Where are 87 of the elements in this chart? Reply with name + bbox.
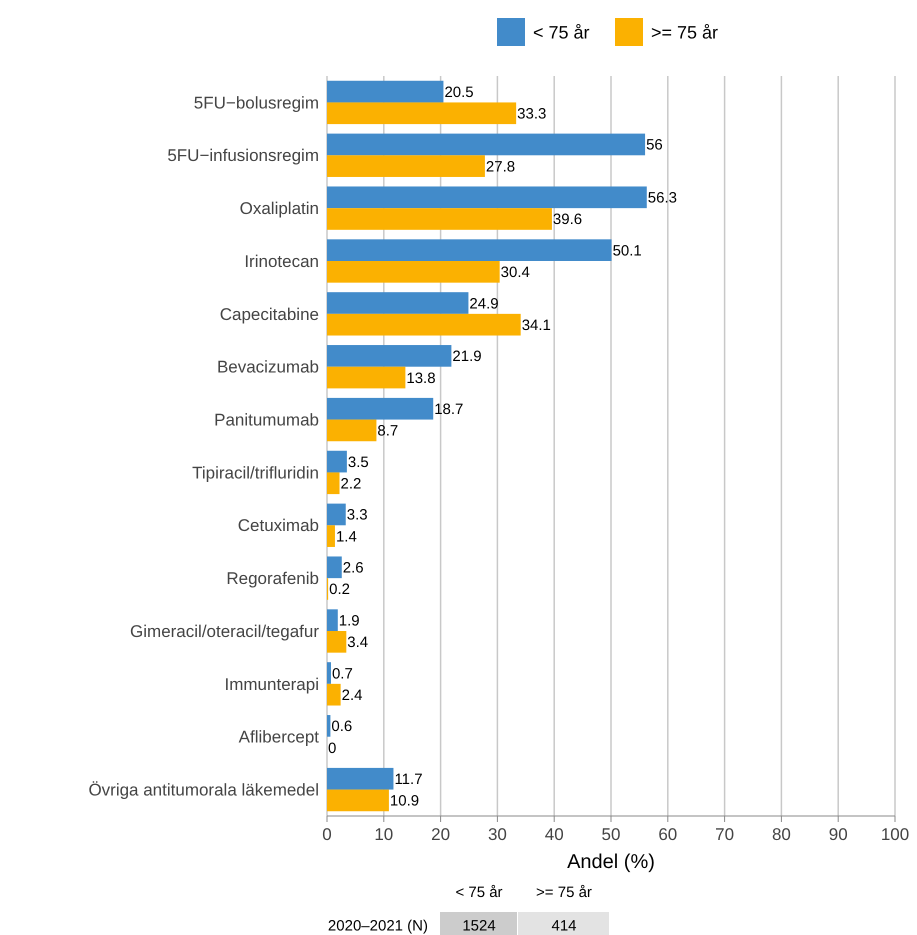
bar bbox=[327, 292, 468, 314]
bar bbox=[327, 504, 346, 526]
bar bbox=[327, 631, 346, 653]
text: < 75 år bbox=[455, 884, 503, 901]
bar bbox=[327, 134, 646, 156]
bar bbox=[327, 768, 394, 790]
text: >= 75 år bbox=[536, 884, 592, 901]
bar bbox=[327, 345, 452, 367]
bar bbox=[327, 80, 444, 102]
bar bbox=[327, 450, 347, 472]
y-tick-label: Irinotecan bbox=[244, 252, 319, 271]
data-label: 27.8 bbox=[486, 158, 516, 176]
x-axis-title: Andel (%) bbox=[567, 851, 655, 873]
bar bbox=[327, 314, 521, 336]
data-label: 3.5 bbox=[348, 454, 369, 471]
data-label: 0.2 bbox=[329, 581, 350, 598]
data-label: 0 bbox=[328, 740, 336, 757]
bar bbox=[327, 609, 338, 631]
y-tick-label: Oxaliplatin bbox=[240, 199, 319, 218]
bar bbox=[327, 472, 340, 494]
x-tick-label: 50 bbox=[602, 825, 620, 844]
bar bbox=[327, 790, 389, 812]
data-label: 34.1 bbox=[522, 316, 551, 334]
x-tick-label: 10 bbox=[374, 825, 394, 844]
data-label: 1.4 bbox=[336, 528, 357, 546]
y-tick-label: Cetuximab bbox=[238, 516, 319, 536]
legend-label: < 75 år bbox=[533, 22, 590, 42]
x-tick-label: 30 bbox=[488, 825, 507, 844]
data-label: 50.1 bbox=[612, 242, 642, 260]
text: 2020–2021 (N) bbox=[328, 917, 428, 934]
data-label: 39.6 bbox=[552, 211, 582, 228]
y-tick-label: Aflibercept bbox=[238, 728, 320, 747]
data-label: 0.7 bbox=[332, 665, 353, 682]
x-tick-label: 70 bbox=[715, 825, 734, 844]
bar bbox=[327, 155, 485, 177]
data-label: 56.3 bbox=[648, 190, 677, 207]
data-label: 3.3 bbox=[346, 506, 368, 524]
bar bbox=[327, 684, 341, 706]
data-label: 13.8 bbox=[406, 370, 436, 387]
data-label: 11.7 bbox=[394, 770, 423, 788]
data-label: 24.9 bbox=[469, 295, 499, 312]
data-label: 1.9 bbox=[338, 612, 360, 630]
bar bbox=[327, 525, 335, 547]
data-label: 10.9 bbox=[390, 792, 420, 810]
data-label: 2.6 bbox=[342, 560, 364, 577]
bar bbox=[327, 366, 406, 388]
data-label: 2.2 bbox=[340, 476, 362, 493]
data-label: 8.7 bbox=[377, 422, 398, 440]
bar bbox=[327, 239, 612, 261]
y-tick-label: Tipiracil/trifluridin bbox=[192, 463, 319, 482]
x-tick-label: 20 bbox=[431, 825, 450, 844]
data-label: 20.5 bbox=[444, 84, 474, 101]
bar bbox=[327, 420, 376, 442]
y-tick-label: Övriga antitumorala läkemedel bbox=[88, 780, 319, 800]
y-tick-label: Gimeracil/oteracil/tegafur bbox=[130, 622, 320, 641]
x-tick-label: 90 bbox=[828, 825, 848, 844]
data-label: 33.3 bbox=[517, 106, 546, 123]
data-label: 30.4 bbox=[500, 264, 530, 282]
y-tick-label: Regorafenib bbox=[226, 569, 319, 588]
bar bbox=[327, 556, 342, 578]
y-tick-label: 5FU−bolusregim bbox=[194, 93, 319, 112]
bar bbox=[327, 102, 516, 124]
y-tick-label: 5FU−infusionsregim bbox=[167, 146, 319, 166]
data-label: 56 bbox=[646, 136, 663, 154]
x-tick-label: 0 bbox=[322, 825, 332, 844]
y-tick-label: Bevacizumab bbox=[216, 358, 319, 377]
legend-label: >= 75 år bbox=[651, 22, 718, 42]
bar bbox=[327, 398, 434, 420]
bar bbox=[327, 662, 331, 684]
y-tick-label: Panitumumab bbox=[214, 410, 319, 430]
text: 414 bbox=[551, 917, 577, 934]
data-label: 2.4 bbox=[342, 686, 362, 704]
data-label: 18.7 bbox=[434, 400, 464, 418]
text: 1524 bbox=[462, 917, 496, 934]
y-tick-label: Capecitabine bbox=[220, 304, 319, 324]
x-tick-label: 60 bbox=[658, 825, 678, 844]
y-tick-label: Immunterapi bbox=[224, 674, 319, 694]
x-tick-label: 80 bbox=[772, 825, 791, 844]
bar bbox=[327, 261, 500, 283]
bar bbox=[327, 715, 330, 737]
x-tick-label: 40 bbox=[544, 825, 564, 844]
data-label: 3.4 bbox=[347, 634, 368, 652]
data-label: 0.6 bbox=[331, 718, 352, 736]
bar bbox=[327, 208, 552, 230]
bar bbox=[327, 186, 647, 208]
x-tick-label: 100 bbox=[880, 825, 910, 844]
data-label: 21.9 bbox=[452, 348, 482, 366]
